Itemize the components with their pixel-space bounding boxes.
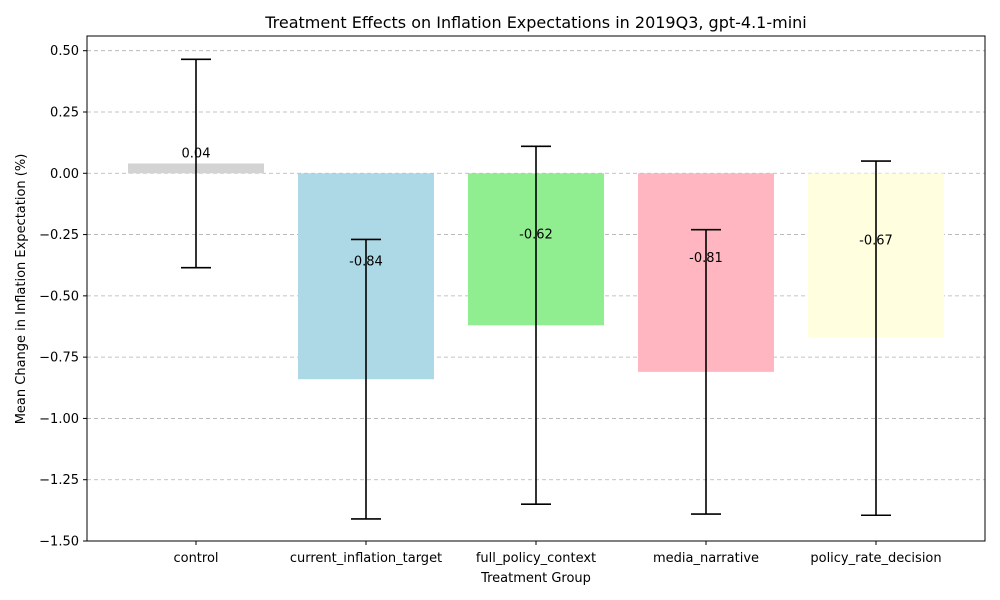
y-tick-label: −1.00: [39, 412, 79, 427]
x-tick-label: policy_rate_decision: [810, 551, 941, 566]
y-tick-label: 0.50: [50, 44, 79, 59]
data-label-full_policy_context: -0.62: [519, 228, 553, 243]
data-label-policy_rate_decision: -0.67: [859, 234, 893, 249]
x-ticks: control current_inflation_target full_poli…: [173, 541, 942, 566]
x-tick-label: media_narrative: [653, 551, 759, 566]
data-label-current_inflation_target: -0.84: [349, 255, 383, 270]
y-ticks: 0.50 0.25 0.00 −0.25 −0.50 −0.75 −1.00 −1.25 −1.…: [39, 44, 87, 550]
y-tick-label: −0.25: [39, 228, 79, 243]
x-axis-label: Treatment Group: [480, 571, 591, 586]
x-tick-label: full_policy_context: [476, 551, 596, 566]
y-tick-label: −0.50: [39, 289, 79, 304]
y-tick-label: −0.75: [39, 351, 79, 366]
error-bars: [181, 58, 891, 520]
y-tick-label: 0.25: [50, 105, 79, 120]
x-tick-label: control: [173, 551, 218, 566]
data-label-media_narrative: -0.81: [689, 251, 723, 266]
data-labels: 0.04 -0.84 -0.62 -0.81 -0.67: [182, 147, 893, 270]
chart-title: Treatment Effects on Inflation Expectati…: [264, 13, 807, 32]
y-axis-label: Mean Change in Inflation Expectation (%): [14, 154, 29, 425]
data-label-control: 0.04: [182, 147, 211, 162]
x-tick-label: current_inflation_target: [290, 551, 442, 566]
y-tick-label: 0.00: [50, 167, 79, 182]
y-tick-label: −1.25: [39, 473, 79, 488]
y-tick-label: −1.50: [39, 535, 79, 550]
